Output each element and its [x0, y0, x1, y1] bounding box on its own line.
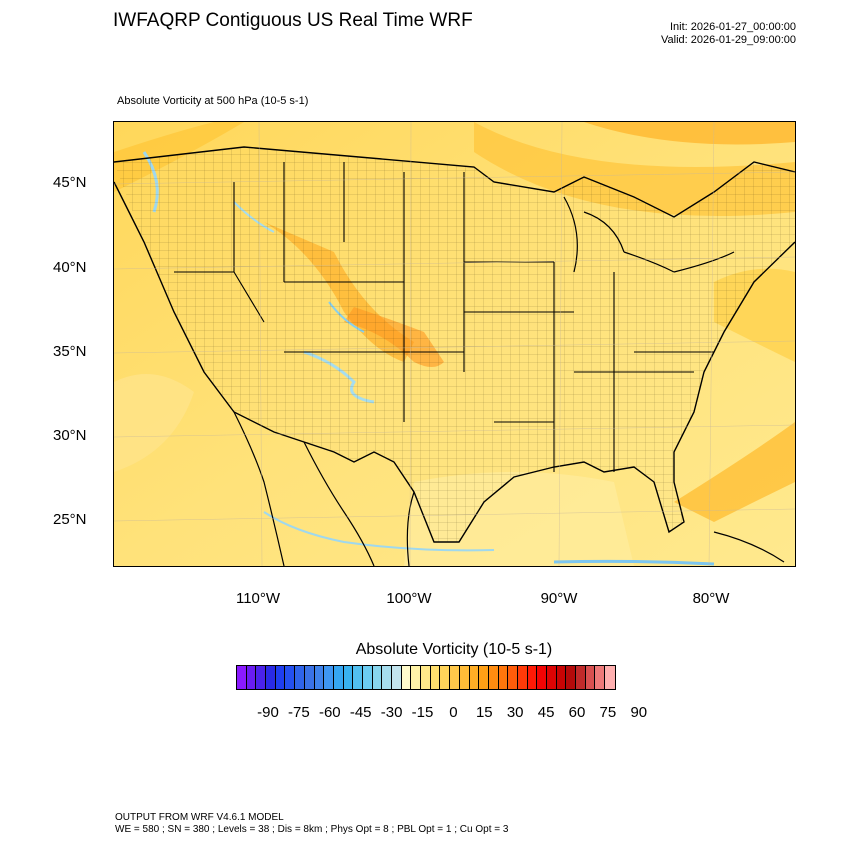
field-label: Absolute Vorticity at 500 hPa (10-5 s-1): [117, 95, 309, 107]
colorbar-swatch: [353, 666, 363, 689]
colorbar-swatch: [295, 666, 305, 689]
colorbar-swatch: [459, 666, 470, 689]
lon-label-100w: 100°W: [386, 590, 432, 607]
colorbar-swatch: [527, 666, 538, 689]
colorbar-tick-label: 30: [506, 704, 524, 721]
colorbar-tick-label: 0: [449, 704, 458, 721]
model-output-line: OUTPUT FROM WRF V4.6.1 MODEL: [115, 812, 284, 823]
colorbar: [236, 665, 616, 690]
colorbar-swatch: [450, 666, 460, 689]
valid-time: Valid: 2026-01-29_09:00:00: [661, 34, 796, 46]
colorbar-tick-label: 15: [475, 704, 493, 721]
colorbar-tick-label: -30: [380, 704, 403, 721]
colorbar-tick-label: -15: [411, 704, 434, 721]
colorbar-tick-label: 75: [599, 704, 617, 721]
colorbar-swatch: [605, 666, 615, 689]
chart-title: IWFAQRP Contiguous US Real Time WRF: [113, 10, 473, 31]
colorbar-swatch: [517, 666, 528, 689]
colorbar-swatch: [256, 666, 267, 689]
colorbar-swatch: [382, 666, 392, 689]
colorbar-swatch: [566, 666, 577, 689]
colorbar-swatch: [362, 666, 373, 689]
lat-label-30: 30°N: [53, 427, 87, 444]
colorbar-swatch: [585, 666, 596, 689]
colorbar-swatch: [266, 666, 276, 689]
colorbar-swatch: [314, 666, 325, 689]
colorbar-swatch: [246, 666, 257, 689]
colorbar-swatch: [401, 666, 412, 689]
colorbar-tick-label: 90: [630, 704, 648, 721]
colorbar-tick-label: 60: [568, 704, 586, 721]
colorbar-swatch: [595, 666, 606, 689]
colorbar-swatch: [537, 666, 547, 689]
colorbar-swatch: [421, 666, 431, 689]
us-outline: [114, 146, 795, 543]
colorbar-tick-label: -75: [288, 704, 310, 721]
init-time: Init: 2026-01-27_00:00:00: [670, 21, 796, 33]
lat-label-25: 25°N: [53, 511, 87, 528]
colorbar-swatch: [469, 666, 480, 689]
colorbar-swatch: [372, 666, 383, 689]
colorbar-swatch: [547, 666, 557, 689]
lon-label-80w: 80°W: [692, 590, 730, 607]
cuba-outline: [713, 531, 785, 563]
colorbar-tick-label: -45: [349, 704, 372, 721]
colorbar-swatch: [479, 666, 489, 689]
graticule: [114, 122, 795, 566]
colorbar-title: Absolute Vorticity (10-5 s-1): [355, 641, 553, 658]
lat-label-35: 35°N: [53, 343, 87, 360]
lat-label-45: 45°N: [53, 174, 87, 191]
colorbar-tick-label: 45: [537, 704, 555, 721]
colorbar-swatch: [392, 666, 402, 689]
colorbar-swatch: [411, 666, 422, 689]
colorbar-swatch: [324, 666, 334, 689]
colorbar-swatch: [508, 666, 518, 689]
colorbar-swatch: [285, 666, 296, 689]
vorticity-band: [674, 422, 795, 522]
colorbar-swatch: [430, 666, 441, 689]
colorbar-swatch: [440, 666, 451, 689]
vorticity-band: [114, 374, 194, 472]
lon-label-110w: 110°W: [235, 590, 281, 607]
colorbar-swatch: [576, 666, 586, 689]
colorbar-swatch: [343, 666, 354, 689]
model-config-line: WE = 580 ; SN = 380 ; Levels = 38 ; Dis …: [115, 824, 509, 835]
lat-label-40: 40°N: [53, 259, 87, 276]
colorbar-swatch: [498, 666, 509, 689]
colorbar-tick-label: -90: [257, 704, 279, 721]
lon-label-90w: 90°W: [540, 590, 578, 607]
colorbar-swatch: [488, 666, 499, 689]
colorbar-swatch: [556, 666, 567, 689]
vorticity-map: [113, 121, 796, 567]
colorbar-swatch: [275, 666, 286, 689]
colorbar-swatch: [333, 666, 344, 689]
colorbar-tick-label: -60: [318, 704, 341, 721]
vorticity-band: [584, 122, 795, 145]
colorbar-swatch: [237, 666, 247, 689]
mexico-outline: [233, 411, 415, 566]
colorbar-swatch: [304, 666, 315, 689]
great-lakes: [563, 196, 735, 273]
negative-vorticity: [553, 559, 715, 566]
negative-vorticity: [263, 511, 495, 552]
